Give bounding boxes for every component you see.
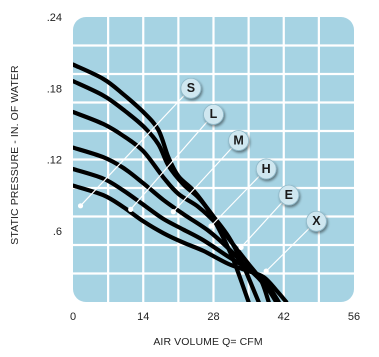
x-tick-label: 14	[137, 311, 149, 323]
series-badge-h	[255, 158, 277, 180]
leader-line-l	[130, 113, 214, 210]
series-badge-m	[228, 130, 249, 151]
y-tick-label: .12	[47, 155, 62, 167]
series-label-l: L	[210, 107, 218, 121]
x-tick-label: 28	[207, 311, 219, 323]
series-badge-x	[305, 210, 327, 232]
x-axis-title: AIR VOLUME Q= CFM	[153, 336, 262, 348]
leader-line-e	[240, 194, 290, 248]
series-badge-s	[180, 77, 202, 99]
x-tick-label: 56	[348, 311, 360, 323]
curves	[73, 62, 289, 302]
series-line-s	[73, 62, 251, 302]
leader-dot-s	[77, 203, 84, 209]
y-tick-label: .24	[47, 12, 62, 24]
series-line-x	[73, 183, 289, 302]
y-tick-label: .6	[53, 226, 62, 238]
leader-line-s	[80, 87, 192, 207]
leader-line-h	[210, 168, 267, 227]
leader-dot-h	[208, 223, 214, 229]
series-label-h: H	[262, 162, 271, 176]
tick-labels: 0 14 28 42 56 .6 .12 .18 .24	[47, 12, 360, 323]
x-tick-label: 0	[70, 311, 76, 323]
leader-dot-l	[128, 206, 134, 212]
leader-dot-x	[263, 268, 269, 274]
series-label-s: S	[187, 81, 195, 95]
series-line-m	[73, 109, 271, 302]
series-badge-e	[278, 184, 300, 206]
series-label-m: M	[233, 133, 243, 147]
leader-dot-e	[238, 244, 244, 250]
series-labels: S L M HE X	[77, 77, 327, 274]
leader-line-x	[265, 220, 317, 272]
series-label-x: X	[312, 214, 321, 228]
y-axis-title: STATIC PRESSURE - IN. OF WATER	[9, 65, 21, 245]
leader-dot-m	[170, 209, 176, 215]
series-label-e: E	[285, 188, 293, 202]
y-tick-label: .18	[47, 83, 62, 95]
x-tick-label: 42	[278, 311, 290, 323]
series-badge-l	[203, 103, 224, 125]
leader-line-m	[172, 140, 240, 213]
plot-layer: S L M HE X 0 14 28 42 56 .6 .12 .18 .24	[47, 12, 360, 323]
series-line-e	[73, 166, 281, 302]
